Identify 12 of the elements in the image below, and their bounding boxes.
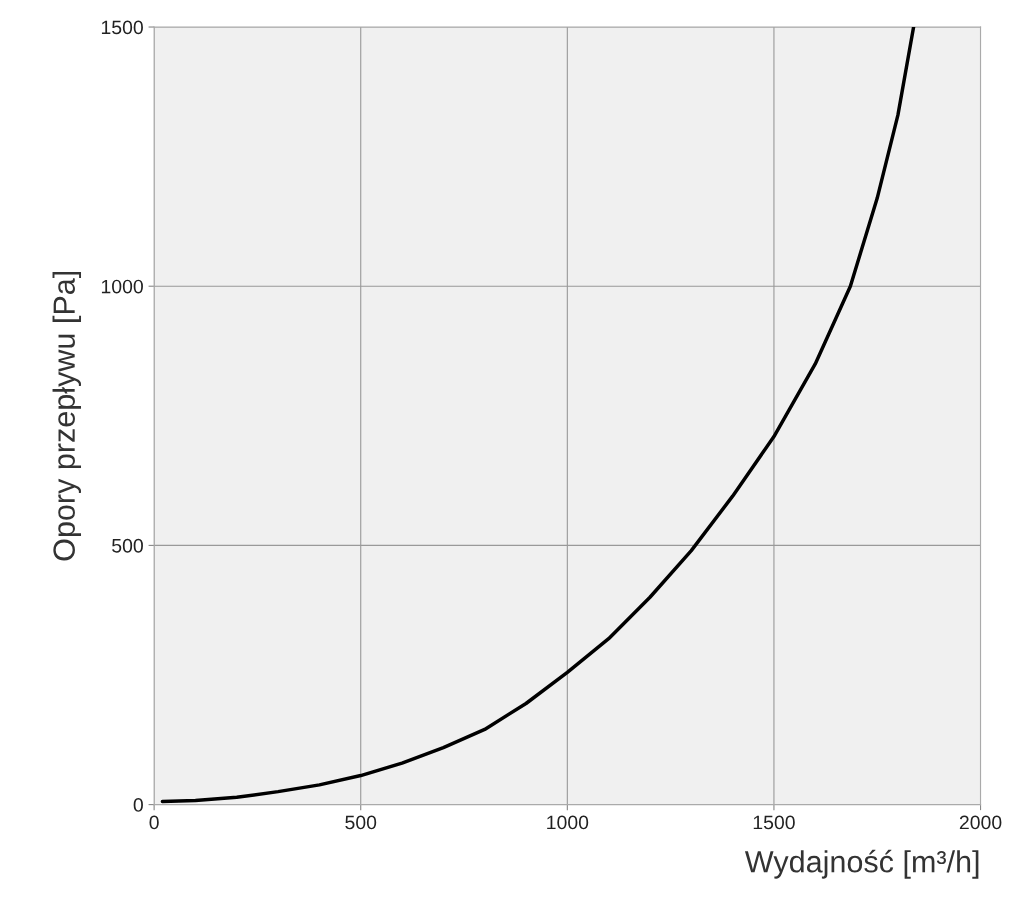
x-tick-label: 0 [149, 815, 159, 830]
x-axis-title: Wydajność [m³/h] [744, 849, 979, 879]
y-tick-label: 1500 [101, 20, 143, 35]
y-tick-label: 0 [133, 798, 143, 812]
line-series [160, 27, 916, 804]
x-tick-label: 1500 [753, 815, 795, 830]
x-tick-label: 500 [345, 815, 377, 830]
x-tick-label: 1000 [547, 815, 589, 830]
y-axis-title: Opory przepływu [Pa] [52, 271, 82, 561]
x-tick-label: 2000 [959, 815, 1002, 830]
y-tick-label: 500 [112, 538, 143, 553]
y-tick-label: 1000 [101, 279, 143, 294]
